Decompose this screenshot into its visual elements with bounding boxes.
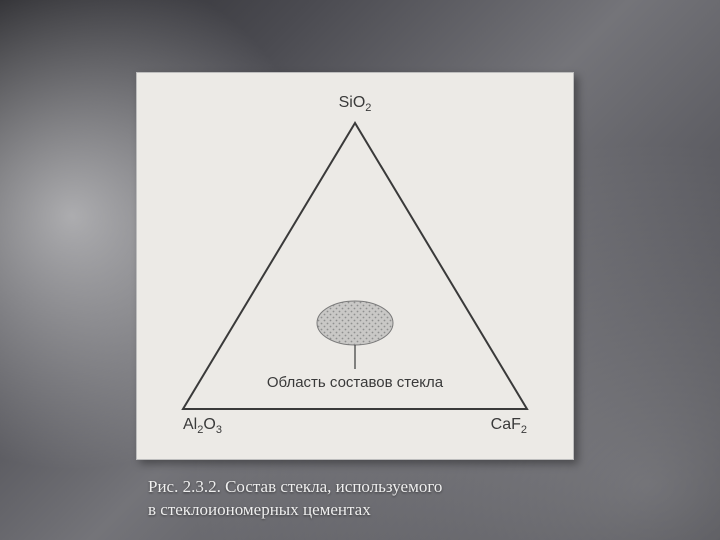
region-label: Область составов стекла — [267, 374, 444, 391]
vertex-label-right: CaF2 — [491, 416, 527, 436]
vertex-label-left: Al2O3 — [183, 416, 222, 436]
slide-background: SiO2 Al2O3 CaF2 Область составов стекла … — [0, 0, 720, 540]
caption-line1: Рис. 2.3.2. Состав стекла, используемого — [148, 477, 442, 496]
caption-line2: в стеклоиономерных цементах — [148, 500, 371, 519]
vertex-label-top: SiO2 — [339, 94, 372, 114]
ternary-diagram: SiO2 Al2O3 CaF2 Область составов стекла — [137, 73, 573, 459]
glass-composition-region — [317, 301, 393, 345]
figure-caption: Рис. 2.3.2. Состав стекла, используемого… — [148, 476, 442, 522]
figure-panel: SiO2 Al2O3 CaF2 Область составов стекла — [136, 72, 574, 460]
